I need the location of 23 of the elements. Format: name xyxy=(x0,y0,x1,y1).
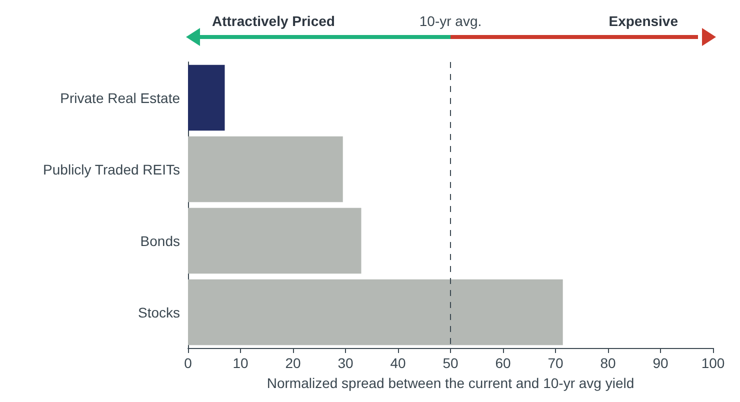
y-tick-label: Bonds xyxy=(140,232,180,249)
x-tick-label: 90 xyxy=(652,355,668,371)
x-tick-label: 40 xyxy=(390,355,406,371)
x-tick-label: 70 xyxy=(548,355,564,371)
y-tick-label: Publicly Traded REITs xyxy=(43,161,180,178)
y-tick-label: Private Real Estate xyxy=(60,90,180,106)
text: Expensive xyxy=(608,13,678,29)
x-tick-label: 10 xyxy=(232,355,248,371)
x-tick-label: 0 xyxy=(184,355,192,371)
x-tick-label: 30 xyxy=(338,355,354,371)
text: Attractively Priced xyxy=(212,13,335,29)
x-axis-title: Normalized spread between the current and 10-yr avg yield xyxy=(266,375,634,391)
x-tick-label: 60 xyxy=(495,355,511,371)
bar xyxy=(188,136,343,202)
bar xyxy=(188,208,362,274)
x-tick-label: 20 xyxy=(285,355,301,371)
ref-line-label: 10-yr avg. xyxy=(419,13,482,29)
bar xyxy=(188,64,225,131)
y-tick-label: Stocks xyxy=(138,304,180,320)
x-tick-label: 50 xyxy=(442,355,458,371)
x-tick-label: 100 xyxy=(701,355,725,371)
x-tick-label: 80 xyxy=(600,355,616,371)
bar xyxy=(188,279,563,346)
